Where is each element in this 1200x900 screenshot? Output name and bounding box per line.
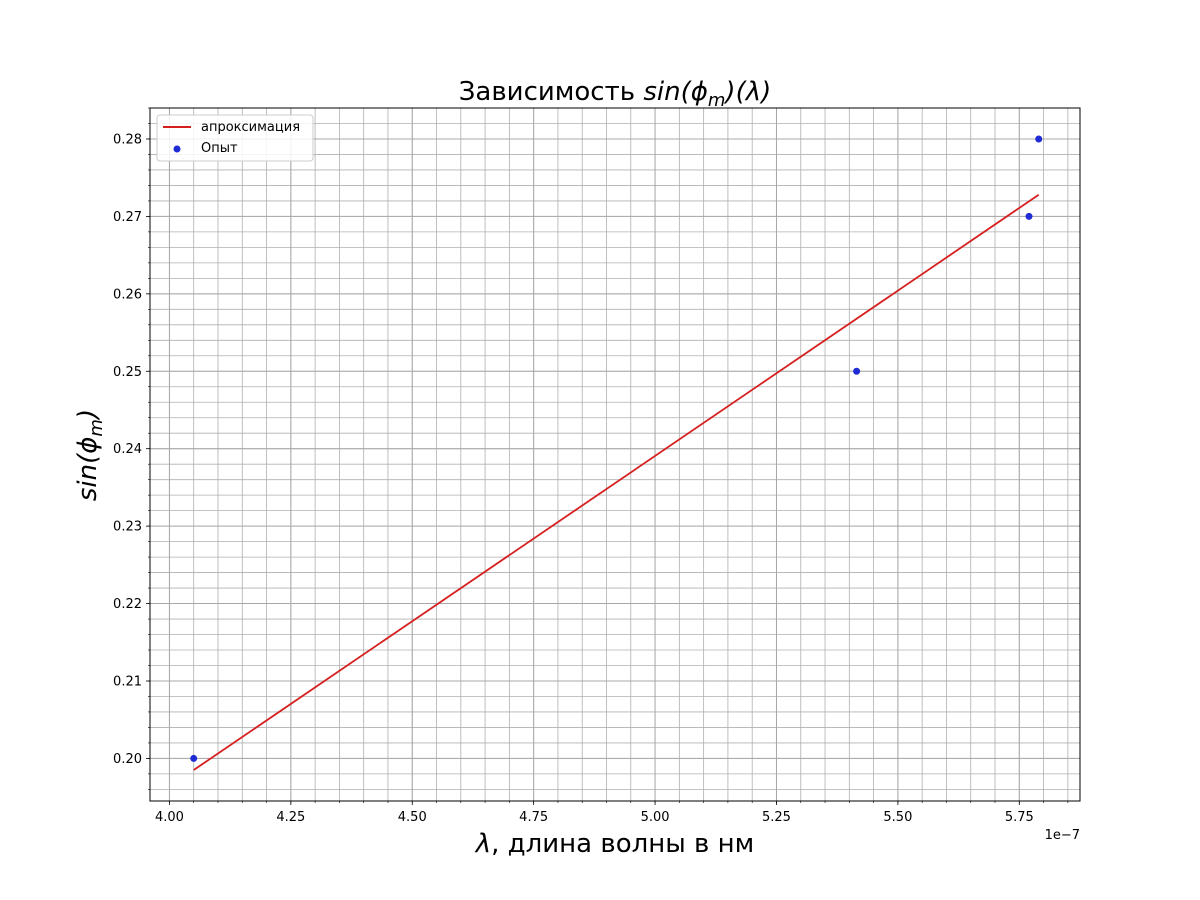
plot-series [190, 135, 1043, 771]
y-tick-label: 0.22 [113, 597, 142, 612]
legend: апроксимация Опыт [156, 114, 314, 162]
axes-frame [149, 107, 1081, 802]
grid [150, 107, 1080, 801]
x-axis-label: λ, длина волны в нм [474, 829, 754, 859]
legend-label-approximation: апроксимация [201, 120, 300, 135]
y-tick-label: 0.20 [113, 752, 142, 767]
x-tick-label: 5.75 [1005, 810, 1034, 825]
legend-box [156, 114, 314, 162]
axis-ticks: 4.00 4.25 4.50 4.75 5.00 5.25 5.50 5.75 0.20 0.21… [113, 107, 1069, 825]
legend-label-experiment: Опыт [201, 141, 238, 156]
y-tick-label: 0.24 [113, 442, 142, 457]
y-axis-label: sin(ϕm) [73, 409, 107, 501]
legend-marker-swatch [173, 145, 181, 153]
data-point [1025, 212, 1033, 220]
data-point [853, 367, 861, 375]
y-tick-label: 0.26 [113, 287, 142, 302]
x-tick-label: 5.50 [883, 810, 912, 825]
chart-title: Зависимость sin(ϕm)(λ) [459, 77, 772, 111]
y-tick-label: 0.25 [113, 365, 142, 380]
data-point [1035, 135, 1043, 143]
data-point [190, 754, 198, 762]
x-tick-label: 5.25 [762, 810, 791, 825]
x-tick-label: 4.50 [398, 810, 427, 825]
y-tick-label: 0.27 [113, 210, 142, 225]
approximation-line [193, 193, 1040, 771]
x-tick-label: 4.00 [155, 810, 184, 825]
x-tick-label: 5.00 [641, 810, 670, 825]
x-axis-offset-label: 1e−7 [1045, 828, 1080, 843]
y-tick-label: 0.21 [113, 674, 142, 689]
x-tick-label: 4.25 [276, 810, 305, 825]
y-tick-label: 0.28 [113, 132, 142, 147]
y-tick-label: 0.23 [113, 520, 142, 535]
x-tick-label: 4.75 [519, 810, 548, 825]
